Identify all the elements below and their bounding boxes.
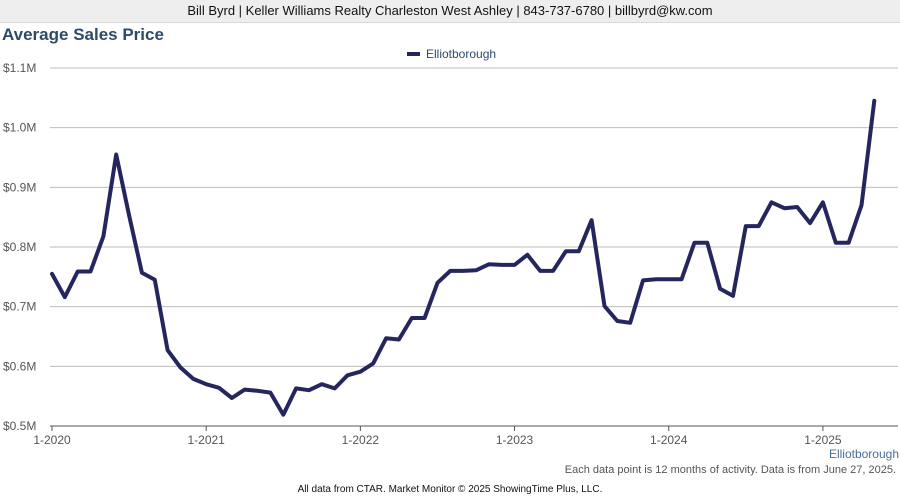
data-point <box>628 321 632 325</box>
data-point <box>538 269 542 273</box>
data-point <box>178 366 182 370</box>
header-bar: Bill Byrd | Keller Williams Realty Charl… <box>0 0 900 23</box>
data-point <box>230 396 234 400</box>
data-point <box>320 382 324 386</box>
data-point <box>782 206 786 210</box>
data-point <box>834 241 838 245</box>
data-point <box>564 249 568 253</box>
gridlines <box>50 67 898 427</box>
data-point <box>525 253 529 257</box>
data-point <box>500 263 504 267</box>
data-point <box>397 337 401 341</box>
data-point <box>89 269 93 273</box>
x-tick-label: 1-2025 <box>804 433 842 447</box>
agent-contact-text: Bill Byrd | Keller Williams Realty Charl… <box>187 3 713 18</box>
data-point <box>384 336 388 340</box>
data-point <box>551 269 555 273</box>
data-point <box>731 294 735 298</box>
data-point <box>153 278 157 282</box>
data-point <box>423 316 427 320</box>
data-point <box>358 370 362 374</box>
data-point <box>333 386 337 390</box>
data-point <box>654 277 658 281</box>
data-point <box>718 287 722 291</box>
data-point <box>307 388 311 392</box>
x-axis: 1-2020 1-2021 1-2022 1-2023 1-2024 1-2025 <box>33 425 898 447</box>
data-point <box>76 269 80 273</box>
series-line-elliotborough <box>50 98 877 417</box>
data-point <box>294 386 298 390</box>
data-point <box>435 281 439 285</box>
data-point <box>770 200 774 204</box>
y-tick-label: $0.6M <box>3 359 36 373</box>
series-elliotborough <box>50 98 877 417</box>
x-tick-label: 1-2020 <box>33 433 71 447</box>
data-point <box>281 413 285 417</box>
data-point <box>50 272 54 276</box>
data-point <box>166 348 170 352</box>
data-point <box>513 263 517 267</box>
y-axis-tick-labels: $0.5M $0.6M $0.7M $0.8M $0.9M $1.0M $1.1M <box>3 61 36 433</box>
data-point <box>744 224 748 228</box>
data-point <box>410 316 414 320</box>
x-tick-label: 1-2023 <box>496 433 534 447</box>
data-point <box>680 277 684 281</box>
y-tick-label: $1.1M <box>3 61 36 75</box>
y-tick-label: $0.5M <box>3 419 36 433</box>
chart-title: Average Sales Price <box>2 25 164 44</box>
data-point <box>705 241 709 245</box>
data-point <box>872 99 876 103</box>
data-point <box>204 382 208 386</box>
data-point <box>191 377 195 381</box>
data-point <box>692 241 696 245</box>
data-point <box>268 391 272 395</box>
x-tick-label: 1-2024 <box>650 433 688 447</box>
y-tick-label: $0.8M <box>3 240 36 254</box>
legend-label-elliotborough: Elliotborough <box>426 47 496 61</box>
data-point <box>217 386 221 390</box>
data-note: Each data point is 12 months of activity… <box>564 464 896 476</box>
data-point <box>577 249 581 253</box>
data-point <box>487 262 491 266</box>
data-point <box>461 269 465 273</box>
data-point <box>63 295 67 299</box>
data-point <box>667 277 671 281</box>
data-point <box>641 278 645 282</box>
data-point <box>795 205 799 209</box>
data-point <box>615 319 619 323</box>
y-tick-label: $0.9M <box>3 180 36 194</box>
data-point <box>847 241 851 245</box>
data-point <box>821 200 825 204</box>
data-point <box>448 269 452 273</box>
data-point <box>346 373 350 377</box>
x-tick-label: 1-2022 <box>342 433 380 447</box>
data-source: All data from CTAR. Market Monitor © 202… <box>297 484 603 495</box>
data-point <box>859 203 863 207</box>
data-point <box>808 221 812 225</box>
legend: Elliotborough <box>407 47 496 61</box>
x-tick-label: 1-2021 <box>187 433 225 447</box>
data-point <box>140 271 144 275</box>
data-point <box>256 389 260 393</box>
data-point <box>101 234 105 238</box>
y-tick-label: $1.0M <box>3 121 36 135</box>
data-point <box>127 213 131 217</box>
y-tick-label: $0.7M <box>3 300 36 314</box>
data-point <box>371 361 375 365</box>
data-point <box>590 218 594 222</box>
series-end-label: Elliotborough <box>829 447 899 461</box>
data-point <box>602 304 606 308</box>
data-point <box>757 224 761 228</box>
data-point <box>243 388 247 392</box>
data-point <box>114 153 118 157</box>
data-point <box>474 268 478 272</box>
